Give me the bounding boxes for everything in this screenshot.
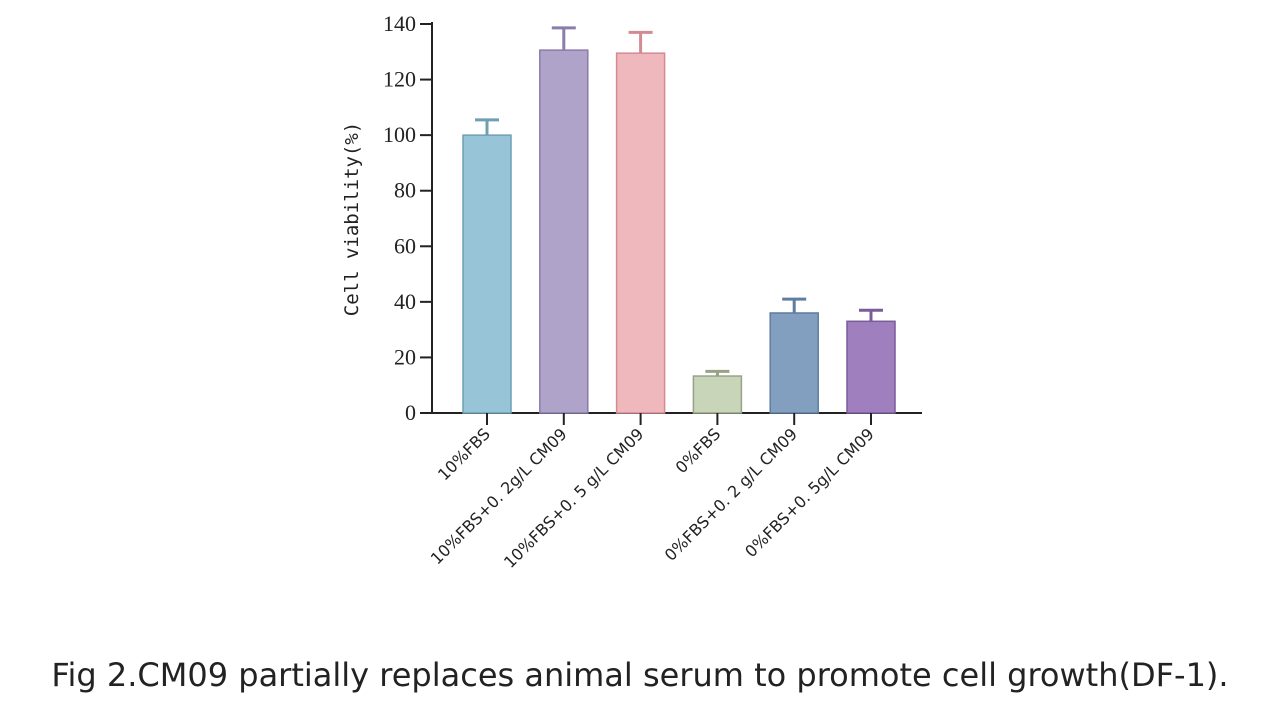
y-tick-label: 60 [394, 233, 416, 258]
y-tick-label: 120 [383, 67, 416, 92]
x-tick-label: 10%FBS+0. 5 g/L CM09 [500, 424, 647, 571]
bar [846, 320, 896, 414]
bar [615, 52, 666, 414]
y-tick-label: 40 [394, 289, 416, 314]
x-tick-label: 0%FBS+0. 5g/L CM09 [741, 424, 878, 561]
bar [539, 49, 589, 414]
x-tick-label: 0%FBS [672, 424, 725, 477]
x-tick-label: 10%FBS [434, 424, 494, 484]
y-axis-label: Cell viability(%) [341, 122, 363, 316]
y-tick-label: 80 [394, 178, 416, 203]
y-tick-label: 0 [405, 400, 416, 425]
bar-chart: 0 20 40 60 80 100 120 140 Cell viability(%) 10%FB… [341, 11, 922, 572]
y-tick-label: 20 [394, 344, 416, 369]
y-tick-label: 140 [383, 11, 416, 36]
x-tick-label: 10%FBS+0. 2g/L CM09 [427, 424, 571, 568]
bar [462, 134, 512, 414]
y-tick-label: 100 [383, 122, 416, 147]
bar [692, 375, 743, 414]
x-tick-label: 0%FBS+0. 2 g/L CM09 [661, 424, 801, 564]
bar [769, 312, 819, 414]
figure-caption: Fig 2.CM09 partially replaces animal ser… [51, 656, 1229, 694]
